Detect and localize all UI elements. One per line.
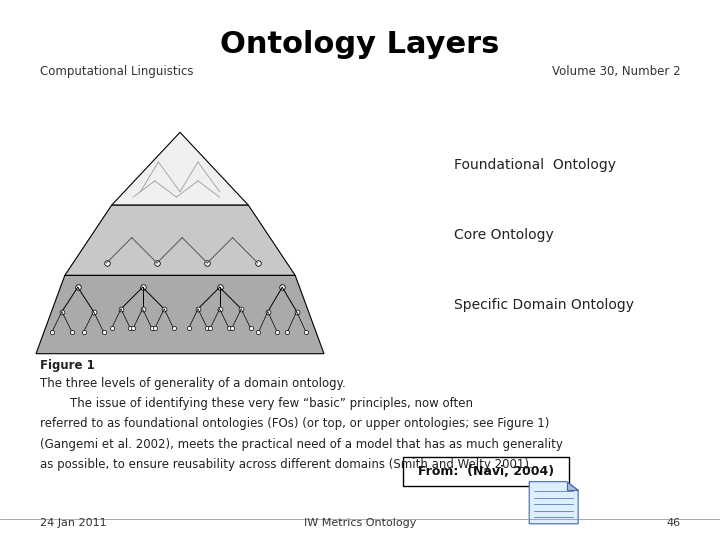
Text: Figure 1: Figure 1: [40, 359, 94, 372]
Text: The issue of identifying these very few “basic” principles, now often: The issue of identifying these very few …: [40, 397, 472, 410]
Text: The three levels of generality of a domain ontology.: The three levels of generality of a doma…: [40, 377, 346, 390]
Text: Specific Domain Ontology: Specific Domain Ontology: [454, 298, 634, 312]
Text: From:  (Navi, 2004): From: (Navi, 2004): [418, 465, 554, 478]
Text: 24 Jan 2011: 24 Jan 2011: [40, 518, 107, 528]
Text: Volume 30, Number 2: Volume 30, Number 2: [552, 65, 680, 78]
Text: referred to as foundational ontologies (FOs) (or top, or upper ontologies; see F: referred to as foundational ontologies (…: [40, 417, 549, 430]
FancyBboxPatch shape: [403, 457, 569, 486]
Text: 46: 46: [666, 518, 680, 528]
Text: as possible, to ensure reusability across different domains (Smith and Welty 200: as possible, to ensure reusability acros…: [40, 458, 532, 471]
Text: Computational Linguistics: Computational Linguistics: [40, 65, 193, 78]
Text: Ontology Layers: Ontology Layers: [220, 30, 500, 59]
Polygon shape: [112, 132, 248, 205]
Text: Foundational  Ontology: Foundational Ontology: [454, 158, 616, 172]
Polygon shape: [529, 482, 578, 524]
Text: (Gangemi et al. 2002), meets the practical need of a model that has as much gene: (Gangemi et al. 2002), meets the practic…: [40, 438, 562, 451]
Text: IW Metrics Ontology: IW Metrics Ontology: [304, 518, 416, 528]
Polygon shape: [36, 275, 324, 354]
Polygon shape: [567, 482, 578, 490]
Polygon shape: [65, 205, 295, 275]
Text: Core Ontology: Core Ontology: [454, 228, 554, 242]
